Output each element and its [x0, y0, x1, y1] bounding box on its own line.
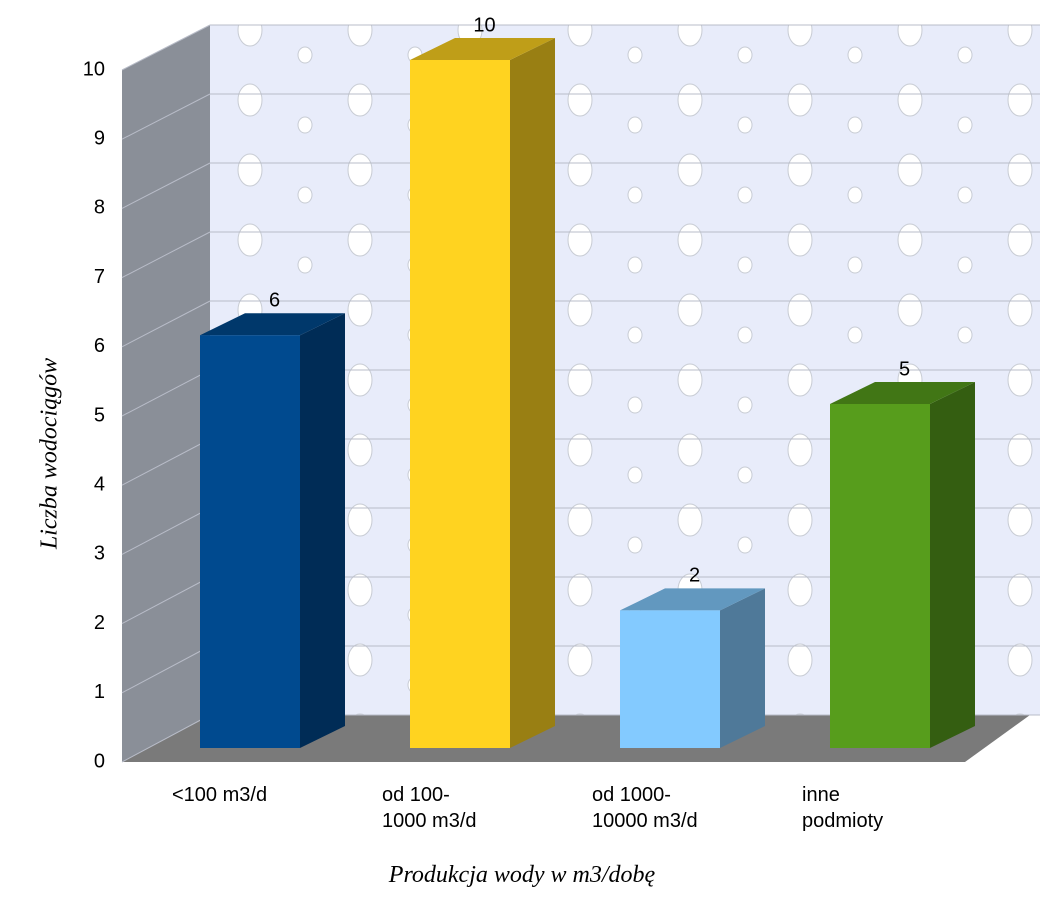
- y-tick-label: 3: [94, 543, 105, 565]
- grid-line: [121, 507, 211, 555]
- bar-face: [720, 588, 765, 748]
- grid-line: [121, 438, 211, 486]
- bar-face: [200, 313, 345, 336]
- value-label: 6: [269, 289, 280, 311]
- floor: [122, 715, 1030, 762]
- grid-line: [121, 576, 211, 625]
- bar-face: [620, 610, 720, 748]
- grid-line: [121, 231, 211, 279]
- y-tick-label: 5: [94, 404, 105, 426]
- y-tick-label: 2: [94, 612, 105, 634]
- bar-face: [510, 38, 555, 748]
- y-tick-label: 9: [94, 127, 105, 149]
- y-tick-label: 0: [94, 750, 105, 772]
- grid-line: [121, 714, 211, 763]
- y-tick-label: 1: [94, 681, 105, 703]
- grid-line: [121, 369, 211, 417]
- x-axis-title: Produkcja wody w m3/dobę: [388, 862, 656, 888]
- y-tick-label: 10: [83, 58, 105, 80]
- bar-face: [620, 588, 765, 611]
- grid-line: [121, 300, 211, 348]
- value-label: 10: [473, 14, 495, 36]
- bar-face: [830, 382, 975, 404]
- bar: [410, 38, 555, 748]
- value-label: 5: [899, 358, 910, 380]
- x-tick-label: inne podmioty: [802, 784, 884, 832]
- grid-line: [121, 645, 211, 694]
- bar-face: [200, 335, 300, 748]
- y-axis-title: Liczba wodociągów: [36, 357, 63, 550]
- bar-face: [410, 60, 510, 748]
- bar: [200, 313, 345, 748]
- grid-line: [121, 93, 211, 140]
- bar: [830, 382, 975, 748]
- y-tick-label: 7: [94, 266, 105, 288]
- y-tick-label: 8: [94, 197, 105, 219]
- bar-face: [410, 38, 555, 60]
- y-tick-label: 6: [94, 335, 105, 357]
- value-label: 2: [689, 565, 700, 587]
- grid-line: [121, 162, 211, 209]
- bar-face: [300, 313, 345, 748]
- bar: [620, 588, 765, 748]
- y-tick-label: 4: [94, 473, 105, 495]
- x-tick-label: od 1000- 10000 m3/d: [592, 784, 698, 832]
- x-tick-label: od 100- 1000 m3/d: [382, 784, 477, 832]
- bar-face: [830, 404, 930, 748]
- grid-line: [121, 24, 211, 71]
- bar-face: [930, 382, 975, 748]
- x-tick-label: <100 m3/d: [172, 784, 268, 806]
